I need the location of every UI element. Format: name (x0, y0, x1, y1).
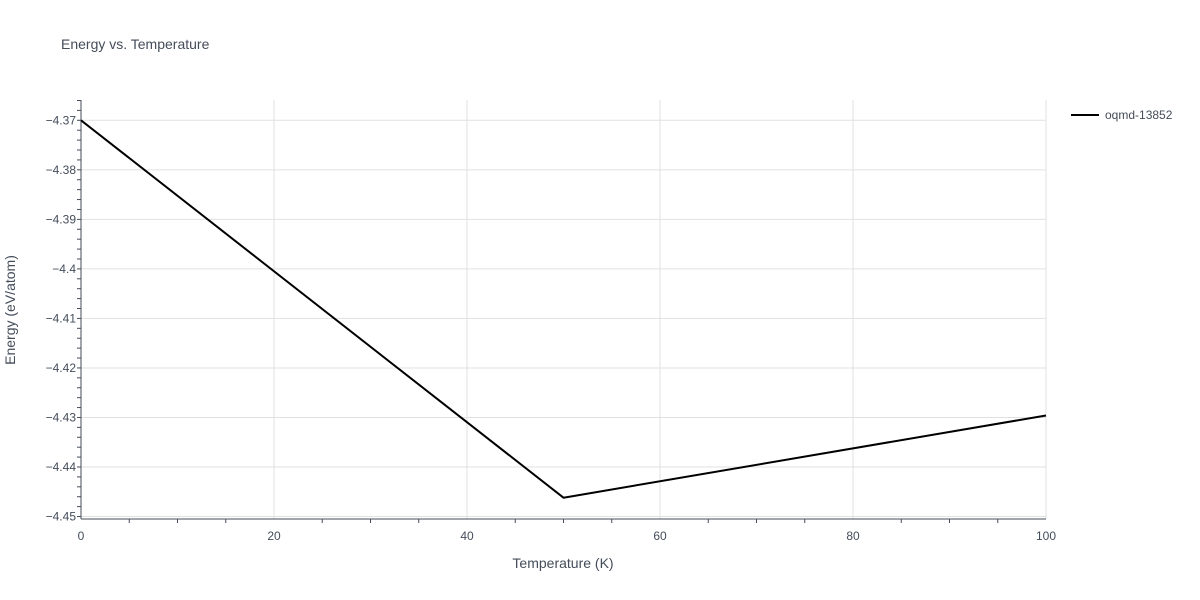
minor-ticks (77, 99, 999, 523)
y-tick-label: −4.38 (46, 163, 77, 177)
series-line (80, 119, 1047, 499)
series-group (80, 119, 1047, 499)
y-tick-labels: −4.45 −4.44 −4.43 −4.42 −4.41 −4.4 −4.39 −4.38 −… (46, 113, 77, 523)
x-tick-label: 80 (846, 529, 860, 543)
y-tick-label: −4.4 (52, 262, 76, 276)
y-tick-label: −4.44 (46, 460, 77, 474)
legend-label: oqmd-13852 (1105, 108, 1173, 122)
y-tick-label: −4.42 (46, 361, 77, 375)
axes (80, 100, 1046, 520)
x-tick-label: 100 (1036, 529, 1056, 543)
chart-title: Energy vs. Temperature (61, 36, 210, 52)
x-tick-label: 60 (653, 529, 667, 543)
y-tick-label: −4.45 (46, 510, 77, 524)
y-tick-label: −4.41 (46, 311, 77, 325)
x-tick-label: 0 (78, 529, 85, 543)
y-tick-label: −4.37 (46, 113, 77, 127)
x-tick-label: 40 (460, 529, 474, 543)
y-tick-label: −4.43 (46, 410, 77, 424)
y-tick-label: −4.39 (46, 212, 77, 226)
y-axis-title: Energy (eV/atom) (2, 255, 18, 365)
x-tick-label: 20 (267, 529, 281, 543)
x-tick-labels: 0 20 40 60 80 100 (78, 529, 1057, 543)
x-axis-title: Temperature (K) (512, 555, 613, 571)
grid-lines (81, 100, 1047, 519)
legend[interactable]: oqmd-13852 (1071, 108, 1173, 122)
